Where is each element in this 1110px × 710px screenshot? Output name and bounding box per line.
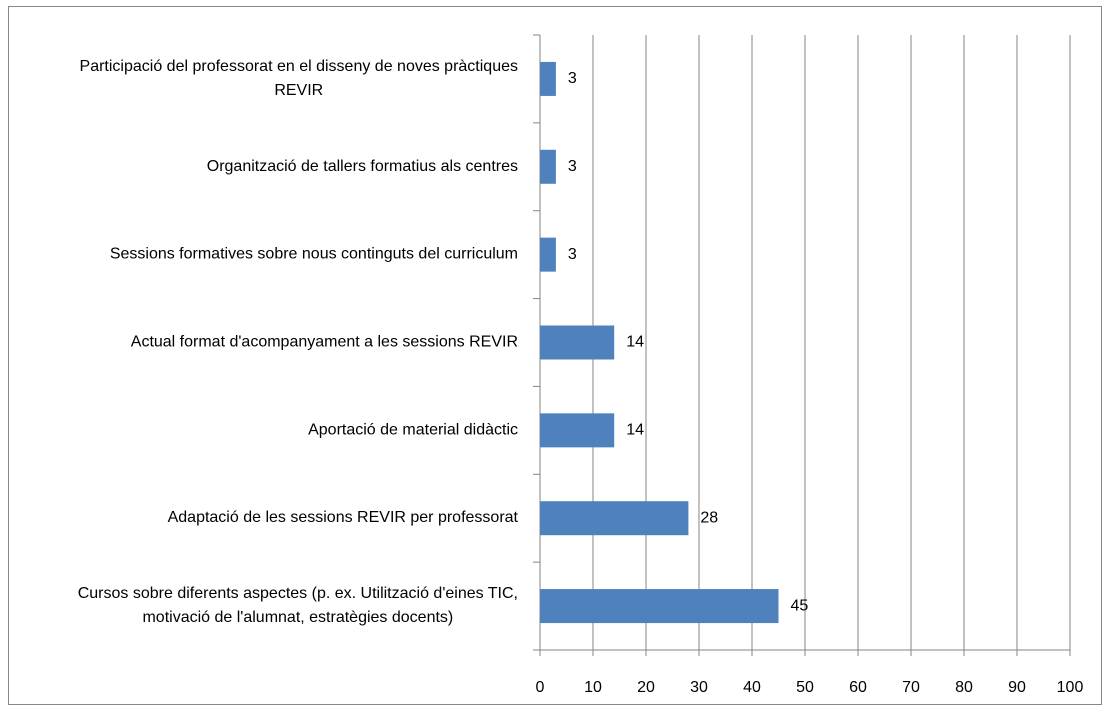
bar	[540, 149, 556, 184]
bar	[540, 413, 615, 448]
x-tick-label: 0	[536, 679, 545, 696]
y-tick-label: Actual format d'acompanyament a les sess…	[131, 334, 518, 351]
x-tick-label: 100	[1057, 679, 1084, 696]
y-tick-label: Aportació de material didàctic	[308, 422, 518, 439]
x-tick-label: 50	[796, 679, 814, 696]
y-tick-label: Participació del professorat en el disse…	[80, 58, 518, 99]
bar	[540, 589, 779, 624]
x-tick-label: 20	[637, 679, 655, 696]
bar	[540, 237, 556, 272]
bar	[540, 501, 689, 536]
x-tick-label: 70	[902, 679, 920, 696]
y-tick-label: Sessions formatives sobre nous contingut…	[110, 246, 518, 263]
value-label: 3	[568, 158, 577, 175]
y-tick-label: Cursos sobre diferents aspectes (p. ex. …	[78, 585, 518, 626]
value-label: 14	[626, 334, 644, 351]
x-tick-label: 90	[1008, 679, 1026, 696]
y-tick-label: Organització de tallers formatius als ce…	[207, 158, 518, 175]
x-tick-label: 40	[743, 679, 761, 696]
y-tick-label: Adaptació de les sessions REVIR per prof…	[168, 509, 519, 526]
x-tick-label: 30	[690, 679, 708, 696]
value-label: 28	[700, 509, 718, 526]
value-label: 45	[791, 597, 809, 614]
bar	[540, 61, 556, 96]
value-label: 3	[568, 70, 577, 87]
x-tick-label: 10	[584, 679, 602, 696]
value-label: 3	[568, 246, 577, 263]
x-tick-label: 80	[955, 679, 973, 696]
value-label: 14	[626, 422, 644, 439]
x-tick-label: 60	[849, 679, 867, 696]
bar	[540, 325, 615, 360]
